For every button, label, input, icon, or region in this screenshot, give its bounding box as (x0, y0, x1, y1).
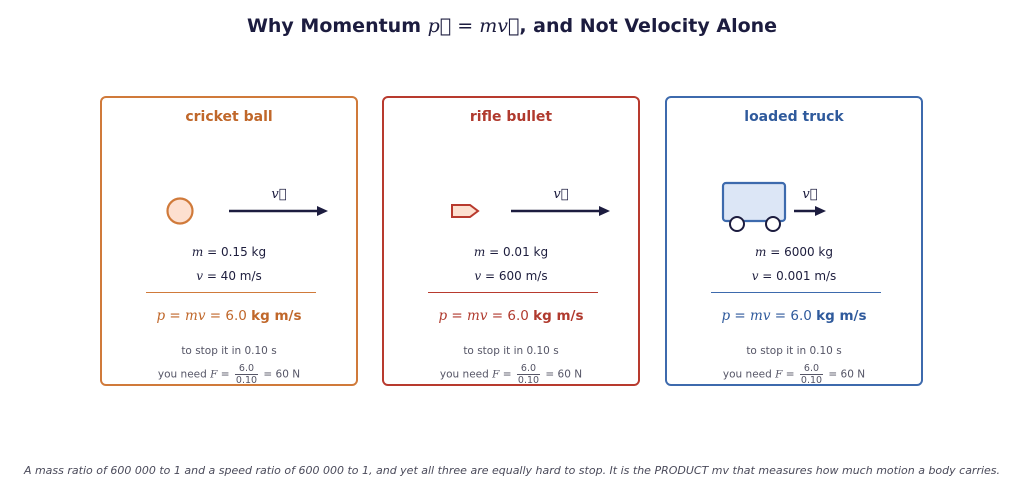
ball-illustration: v⃗ (166, 187, 328, 225)
card-cricket-ball: cricket ball v⃗ m = 0.15 kg v = 40 m/s p… (100, 96, 358, 386)
momentum-unit: kg m/s (816, 308, 867, 324)
mass-text: = 0.01 kg (485, 245, 549, 259)
force-prefix: you need (157, 368, 211, 381)
mass-line: m = 0.01 kg (384, 245, 638, 259)
fraction-numerator: 6.0 (234, 363, 259, 375)
mass-text: = 0.15 kg (203, 245, 267, 259)
force-result: = 60 N (825, 368, 866, 381)
mass-text: = 6000 kg (766, 245, 833, 259)
force-eq: = (499, 368, 515, 381)
force-result: = 60 N (260, 368, 301, 381)
force-result: = 60 N (542, 368, 583, 381)
vel-text: = 0.001 m/s (758, 269, 837, 283)
stop-time-note: to stop it in 0.10 s (181, 345, 277, 357)
force-prefix: you need (439, 368, 493, 381)
ball-icon (166, 197, 194, 225)
footnote: A mass ratio of 600 000 to 1 and a speed… (23, 464, 1001, 477)
force-fraction: 6.0 0.10 (234, 363, 259, 386)
momentum-line: p = mv = 6.0 kg m/s (384, 308, 638, 324)
divider (428, 292, 598, 293)
momentum-formula: p = mv = (721, 308, 791, 324)
stop-time-note: to stop it in 0.10 s (463, 345, 559, 357)
page-title: Why Momentum p⃗ = mv⃗, and Not Velocity … (0, 15, 1024, 37)
vel-var: v (474, 269, 482, 283)
vel-text: = 600 m/s (481, 269, 548, 283)
force-eq: = (217, 368, 233, 381)
bullet-illustration: v⃗ (451, 187, 610, 218)
truck-illustration: v⃗ (721, 181, 826, 232)
title-prefix: Why Momentum (246, 15, 428, 37)
mass-line: m = 6000 kg (667, 245, 921, 259)
fraction-denominator: 0.10 (235, 375, 258, 386)
mass-var: m (473, 245, 486, 259)
force-var: F (492, 368, 500, 381)
force-var: F (210, 368, 218, 381)
force-note: you need F = 6.0 0.10 = 60 N (102, 363, 356, 386)
truck-icon (721, 181, 787, 232)
fraction-numerator: 6.0 (516, 363, 541, 375)
velocity-arrowhead (317, 206, 328, 216)
momentum-value: 6.0 (507, 308, 534, 324)
velocity-label: v⃗ (271, 187, 286, 202)
momentum-line: p = mv = 6.0 kg m/s (102, 308, 356, 324)
truck-wheel-front (765, 216, 781, 232)
momentum-formula: p = mv = (438, 308, 508, 324)
force-fraction: 6.0 0.10 (799, 363, 824, 386)
velocity-line: v = 600 m/s (384, 269, 638, 283)
velocity-line: v = 40 m/s (102, 269, 356, 283)
card-rifle-bullet: rifle bullet v⃗ m = 0.01 kg v = 600 m/s … (382, 96, 640, 386)
momentum-line: p = mv = 6.0 kg m/s (667, 308, 921, 324)
vel-var: v (751, 269, 759, 283)
momentum-unit: kg m/s (533, 308, 584, 324)
force-note: you need F = 6.0 0.10 = 60 N (384, 363, 638, 386)
momentum-value: 6.0 (225, 308, 252, 324)
velocity-line: v = 0.001 m/s (667, 269, 921, 283)
force-var: F (775, 368, 783, 381)
mass-var: m (755, 245, 767, 259)
bullet-icon (451, 204, 480, 218)
force-note: you need F = 6.0 0.10 = 60 N (667, 363, 921, 386)
divider (711, 292, 881, 293)
momentum-value: 6.0 (790, 308, 817, 324)
stop-time-note: to stop it in 0.10 s (746, 345, 842, 357)
title-formula: p⃗ = mv⃗ (427, 15, 520, 37)
fraction-denominator: 0.10 (517, 375, 540, 386)
momentum-formula: p = mv = (156, 308, 226, 324)
velocity-arrowhead (599, 206, 610, 216)
mass-line: m = 0.15 kg (102, 245, 356, 259)
velocity-label: v⃗ (553, 187, 568, 202)
velocity-arrowhead (815, 206, 826, 216)
card-title: loaded truck (744, 109, 844, 125)
truck-body (721, 181, 787, 223)
title-suffix: , and Not Velocity Alone (519, 15, 778, 37)
vel-text: = 40 m/s (203, 269, 262, 283)
mass-var: m (191, 245, 204, 259)
force-eq: = (782, 368, 798, 381)
momentum-unit: kg m/s (251, 308, 302, 324)
card-title: rifle bullet (469, 109, 553, 125)
vel-var: v (196, 269, 203, 283)
velocity-label: v⃗ (802, 187, 817, 202)
fraction-numerator: 6.0 (799, 363, 824, 375)
force-prefix: you need (722, 368, 776, 381)
force-fraction: 6.0 0.10 (516, 363, 541, 386)
divider (146, 292, 316, 293)
fraction-denominator: 0.10 (800, 375, 823, 386)
truck-wheel-rear (729, 216, 745, 232)
card-loaded-truck: loaded truck v⃗ m = 6000 kg v = 0.001 m/… (665, 96, 923, 386)
card-title: cricket ball (185, 109, 273, 125)
